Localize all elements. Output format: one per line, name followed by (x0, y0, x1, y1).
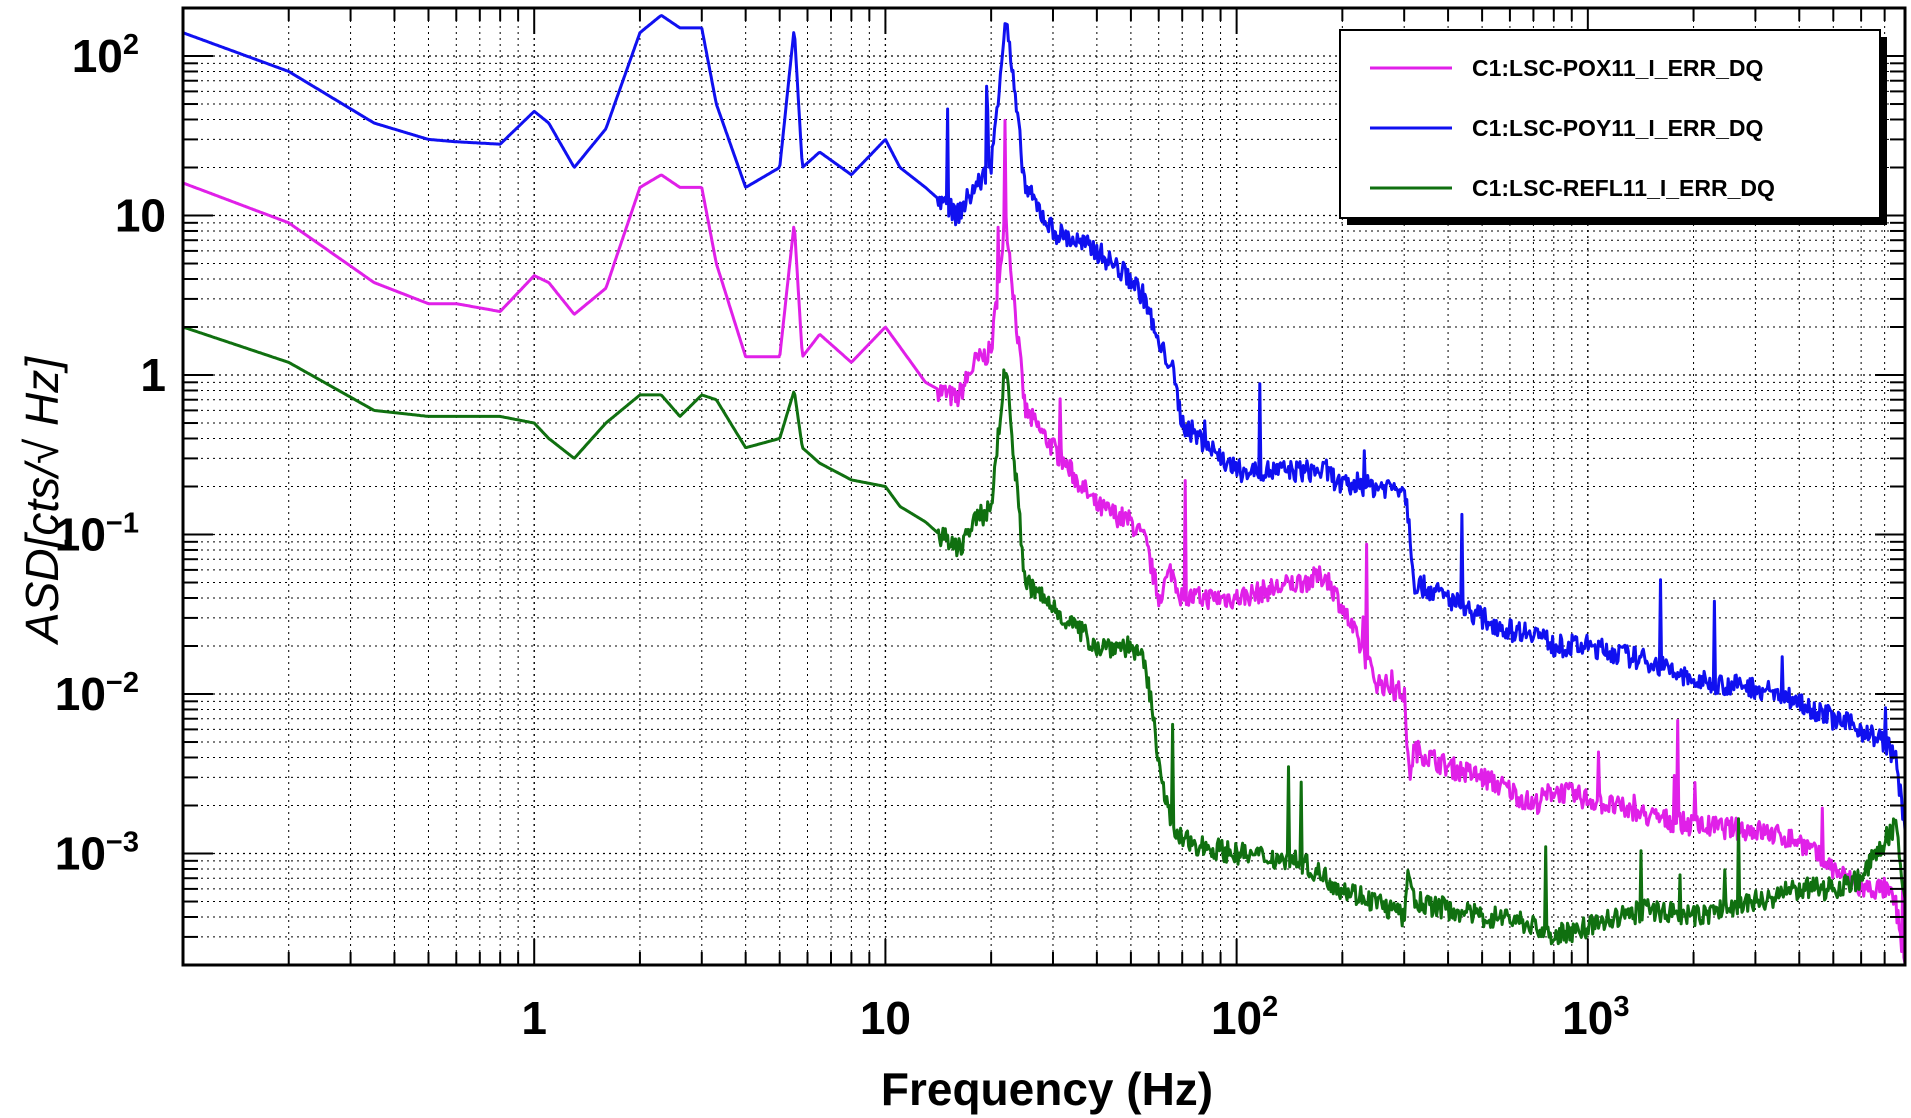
series-line (182, 325, 1907, 946)
y-tick-labels: 102 10 1 10−1 10−2 10−3 (55, 29, 166, 880)
y-tick-label: 10−2 (55, 667, 139, 720)
legend-label: C1:LSC-POY11_I_ERR_DQ (1472, 115, 1763, 141)
series-line (182, 14, 1907, 831)
legend-label: C1:LSC-POX11_I_ERR_DQ (1472, 55, 1763, 81)
y-tick-label: 10−1 (55, 508, 139, 561)
x-tick-labels: 1 10 102 103 (521, 991, 1629, 1044)
y-tick-label: 1 (140, 349, 166, 401)
y-tick-label: 102 (72, 29, 139, 82)
y-tick-label: 10 (115, 190, 166, 242)
series-line (182, 118, 1907, 964)
legend: C1:LSC-POX11_I_ERR_DQ C1:LSC-POY11_I_ERR_… (1339, 29, 1887, 225)
x-tick-label: 103 (1562, 991, 1629, 1044)
y-tick-label: 10−3 (55, 827, 139, 880)
legend-label: C1:LSC-REFL11_I_ERR_DQ (1472, 175, 1775, 201)
series-layer (182, 14, 1907, 964)
y-axis-title: ASD[cts/√ Hz] (16, 356, 68, 646)
axis-ticks (182, 7, 1906, 966)
x-tick-label: 1 (521, 992, 547, 1044)
x-axis-title: Frequency (Hz) (881, 1063, 1213, 1115)
x-tick-label: 102 (1211, 991, 1278, 1044)
x-tick-label: 10 (860, 992, 911, 1044)
